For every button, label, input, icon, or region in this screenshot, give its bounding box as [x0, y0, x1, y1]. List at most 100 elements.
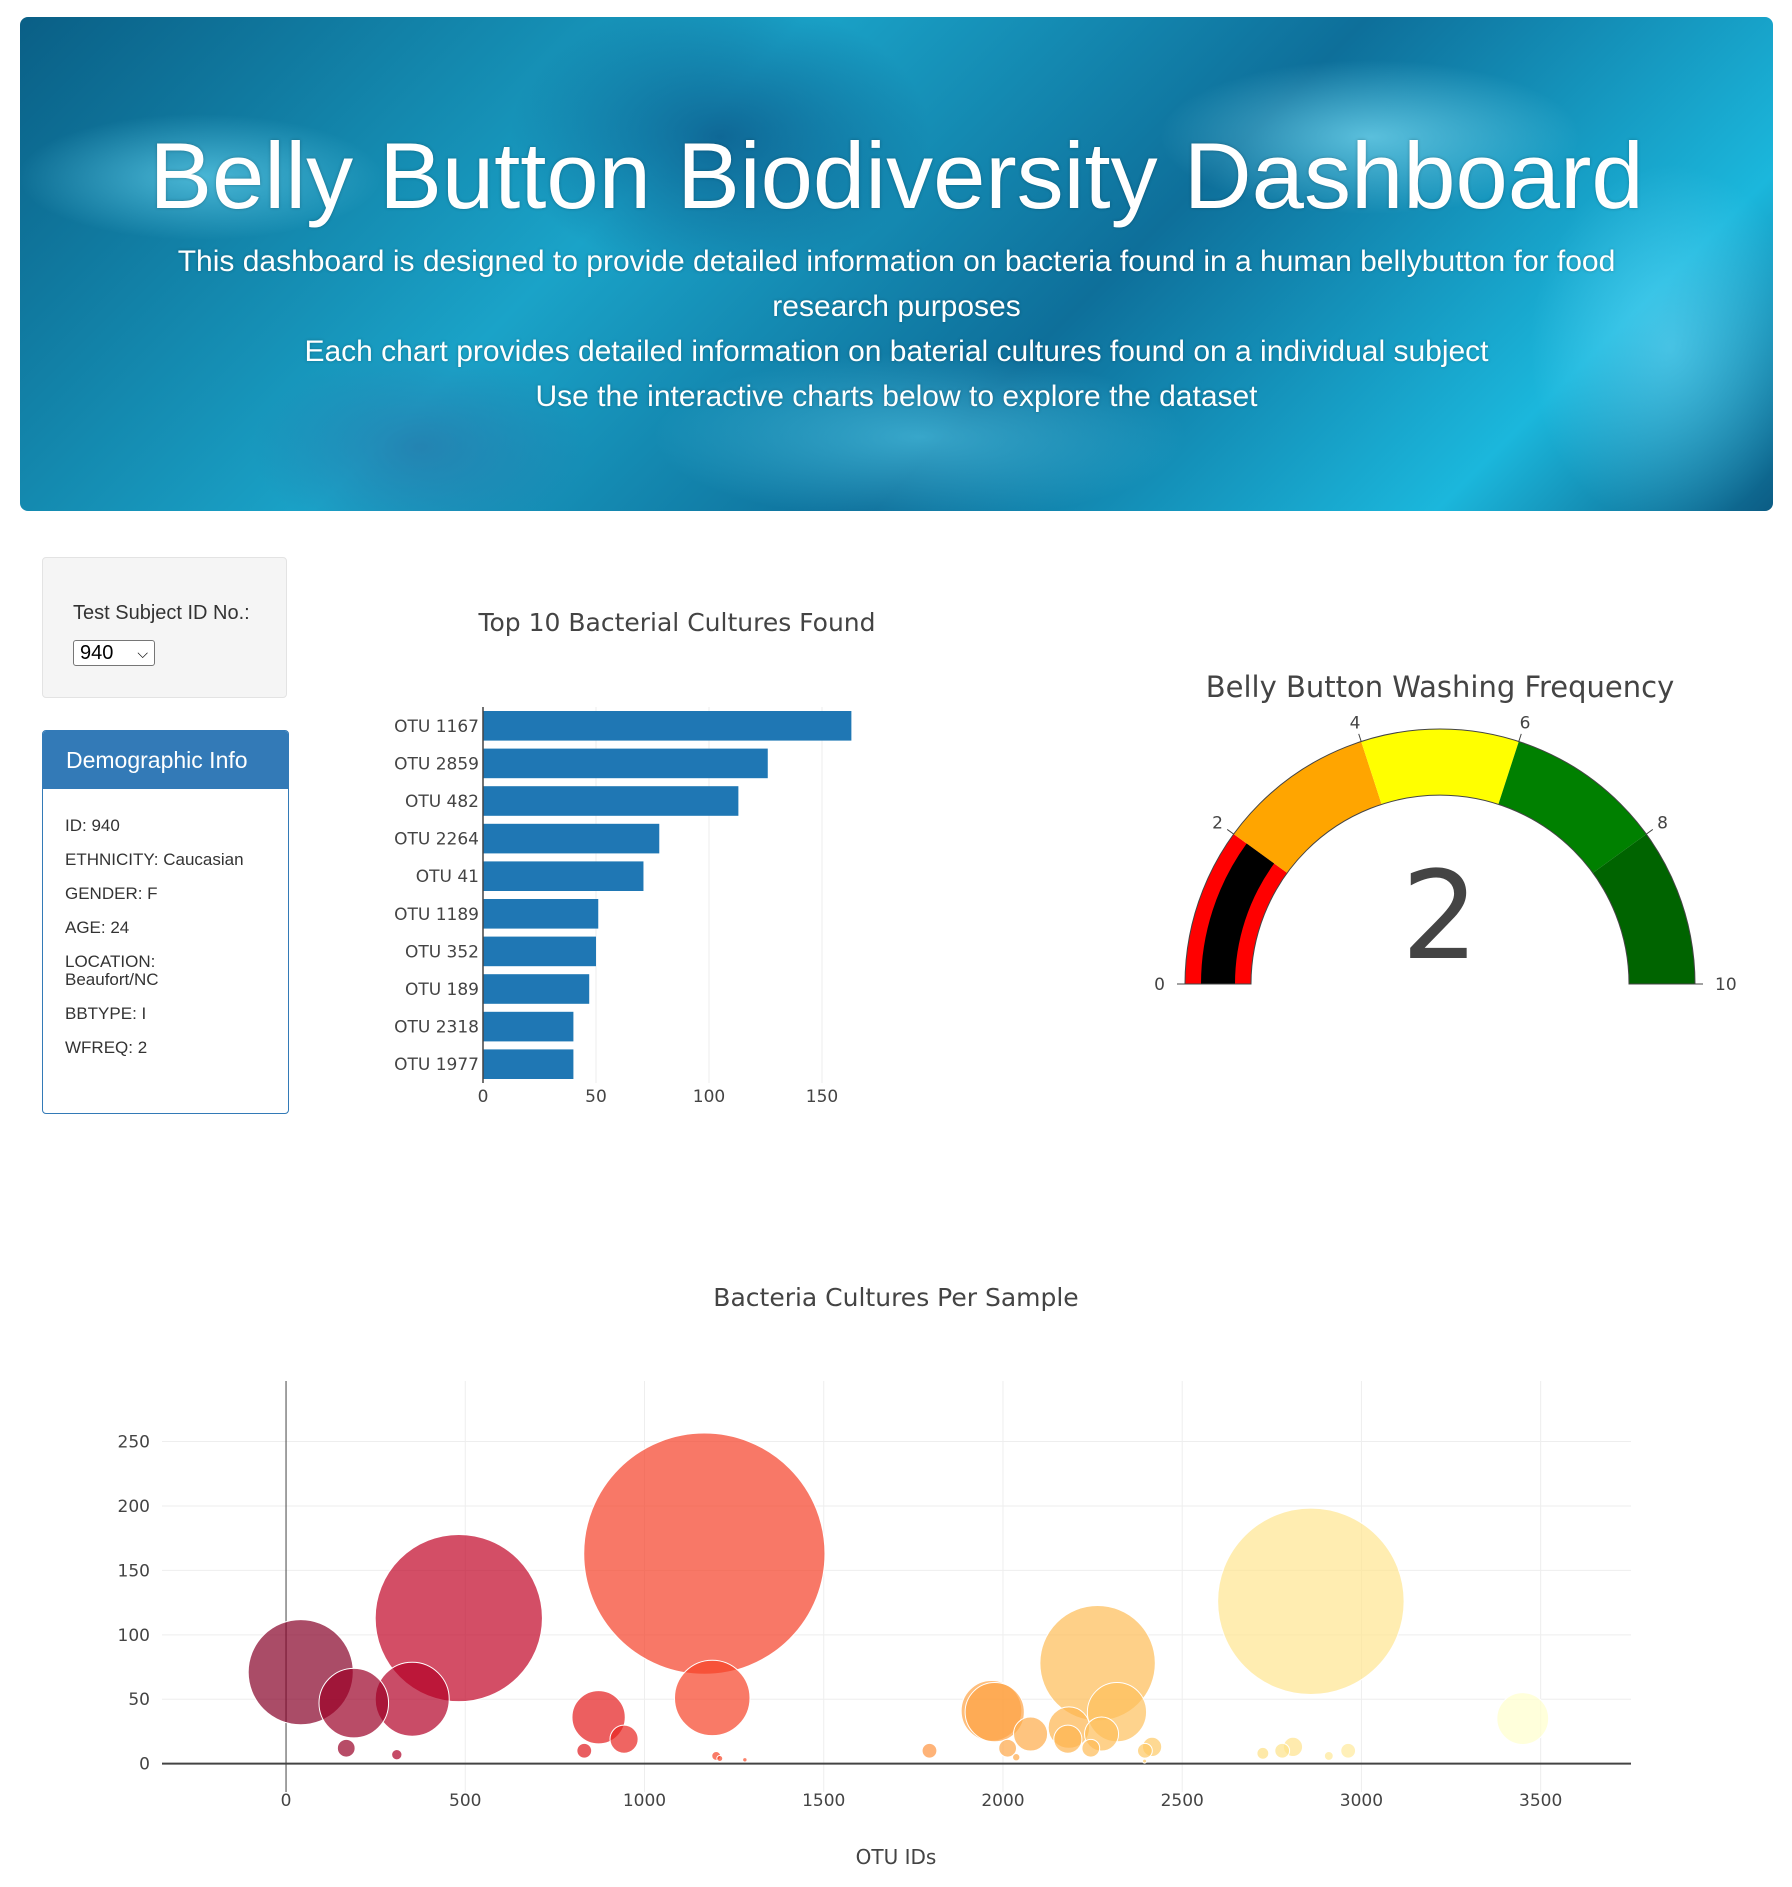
gauge-tick-label: 6 — [1520, 713, 1531, 733]
bubble — [583, 1432, 826, 1675]
subject-id-label: Test Subject ID No.: — [73, 602, 250, 624]
gauge-tick-label: 4 — [1350, 713, 1361, 733]
y-tick-label: OTU 1167 — [394, 717, 479, 737]
gauge-tick — [1358, 733, 1362, 742]
y-tick-label: OTU 482 — [405, 792, 479, 812]
demo-id: ID: 940 — [65, 816, 120, 835]
x-tick-label: 3000 — [1340, 1791, 1383, 1811]
y-tick-label: 200 — [118, 1497, 150, 1517]
y-tick-label: OTU 1189 — [394, 905, 479, 925]
bubble — [571, 1690, 626, 1745]
bar — [483, 861, 644, 891]
gauge-outline — [1184, 728, 1696, 985]
demo-gender: GENDER: F — [65, 884, 158, 903]
bubble — [1012, 1753, 1021, 1762]
gauge-tick — [1226, 829, 1234, 835]
gauge-step — [1498, 741, 1647, 873]
bar — [483, 823, 660, 854]
subtitle-line: Each chart provides detailed information… — [304, 335, 1489, 368]
y-tick-label: OTU 1977 — [394, 1055, 479, 1075]
x-axis-title: OTU IDs — [856, 1845, 937, 1869]
demo-bbtype: BBTYPE: I — [65, 1004, 147, 1023]
bubble — [1013, 1716, 1049, 1752]
x-tick-label: 2000 — [981, 1791, 1024, 1811]
bar — [483, 748, 768, 779]
gauge-value-bar — [1201, 843, 1275, 984]
bubble — [1274, 1742, 1291, 1759]
gauge-tick-label: 8 — [1657, 813, 1668, 833]
y-tick-label: OTU 41 — [416, 867, 479, 887]
subtitle-line: Use the interactive charts below to expl… — [535, 380, 1258, 413]
bubble — [336, 1738, 356, 1758]
demo-ethnicity: ETHNICITY: Caucasian — [65, 850, 244, 869]
y-tick-label: OTU 352 — [405, 942, 479, 962]
page-title: Belly Button Biodiversity Dashboard — [149, 123, 1644, 228]
x-tick-label: 1500 — [802, 1791, 845, 1811]
bubble-chart-title: Bacteria Cultures Per Sample — [713, 1283, 1078, 1312]
x-tick-label: 0 — [281, 1791, 292, 1811]
bubble — [1217, 1507, 1405, 1696]
bubble — [1256, 1746, 1270, 1760]
bubble — [716, 1755, 724, 1762]
bar-chart-title: Top 10 Bacterial Cultures Found — [477, 608, 875, 637]
bar — [483, 1049, 574, 1079]
bubble — [1137, 1742, 1153, 1759]
y-tick-label: 250 — [118, 1433, 150, 1453]
subtitle-line: This dashboard is designed to provide de… — [177, 245, 1616, 323]
bubble — [1340, 1742, 1357, 1759]
bubble — [576, 1742, 593, 1759]
gauge-step — [1233, 741, 1382, 873]
gauge-tick-label: 10 — [1715, 975, 1737, 995]
demographic-info-panel: Demographic Info ID: 940 ETHNICITY: Cauc… — [42, 730, 289, 1114]
gauge-tick-label: 2 — [1212, 813, 1223, 833]
y-tick-label: OTU 2859 — [394, 754, 479, 774]
x-tick-label: 1000 — [623, 1791, 666, 1811]
gauge-tick — [1518, 733, 1522, 742]
selected-value: 940 — [80, 642, 114, 664]
y-tick-label: OTU 2318 — [394, 1018, 479, 1038]
bubble — [318, 1667, 390, 1739]
bar — [483, 899, 599, 929]
gauge-value: 2 — [1401, 845, 1479, 987]
panel-title: Demographic Info — [43, 731, 288, 789]
x-tick-label: 0 — [478, 1087, 489, 1107]
demo-age: AGE: 24 — [65, 918, 130, 937]
bar — [483, 1011, 574, 1042]
gauge-tick-label: 0 — [1154, 975, 1165, 995]
gauge-step — [1361, 729, 1519, 805]
x-tick-label: 150 — [806, 1087, 838, 1107]
y-tick-label: 0 — [139, 1755, 150, 1775]
bubble — [374, 1533, 543, 1703]
x-tick-label: 500 — [449, 1791, 481, 1811]
bar — [483, 711, 852, 741]
bar — [483, 786, 739, 816]
chevron-down-icon: ⌵ — [137, 645, 148, 661]
y-tick-label: OTU 189 — [405, 980, 479, 1000]
x-tick-label: 3500 — [1519, 1791, 1562, 1811]
x-tick-label: 2500 — [1161, 1791, 1204, 1811]
bar — [483, 974, 590, 1004]
subject-selector-panel: Test Subject ID No.: 940 ⌵ — [42, 557, 287, 698]
demo-location: LOCATION: Beaufort/NC — [65, 952, 159, 989]
bubble — [964, 1682, 1025, 1743]
y-tick-label: 100 — [118, 1626, 150, 1646]
bubble — [1142, 1758, 1148, 1764]
x-tick-label: 50 — [585, 1087, 607, 1107]
y-tick-label: 50 — [128, 1690, 150, 1710]
bubble — [391, 1748, 403, 1761]
demo-wfreq: WFREQ: 2 — [65, 1038, 148, 1057]
gauge-step — [1592, 834, 1696, 984]
gauge-tick — [1646, 829, 1654, 835]
header-banner: Belly Button Biodiversity Dashboard This… — [20, 17, 1773, 511]
bubble — [1323, 1750, 1334, 1761]
bubble — [742, 1757, 748, 1763]
bubble — [998, 1738, 1018, 1758]
gauge-title: Belly Button Washing Frequency — [1206, 670, 1675, 704]
y-tick-label: OTU 2264 — [394, 830, 479, 850]
y-tick-label: 150 — [118, 1561, 150, 1581]
bubble — [1496, 1692, 1550, 1745]
x-tick-label: 100 — [693, 1087, 725, 1107]
subject-id-select[interactable]: 940 ⌵ — [73, 640, 155, 666]
bubble — [609, 1724, 639, 1754]
